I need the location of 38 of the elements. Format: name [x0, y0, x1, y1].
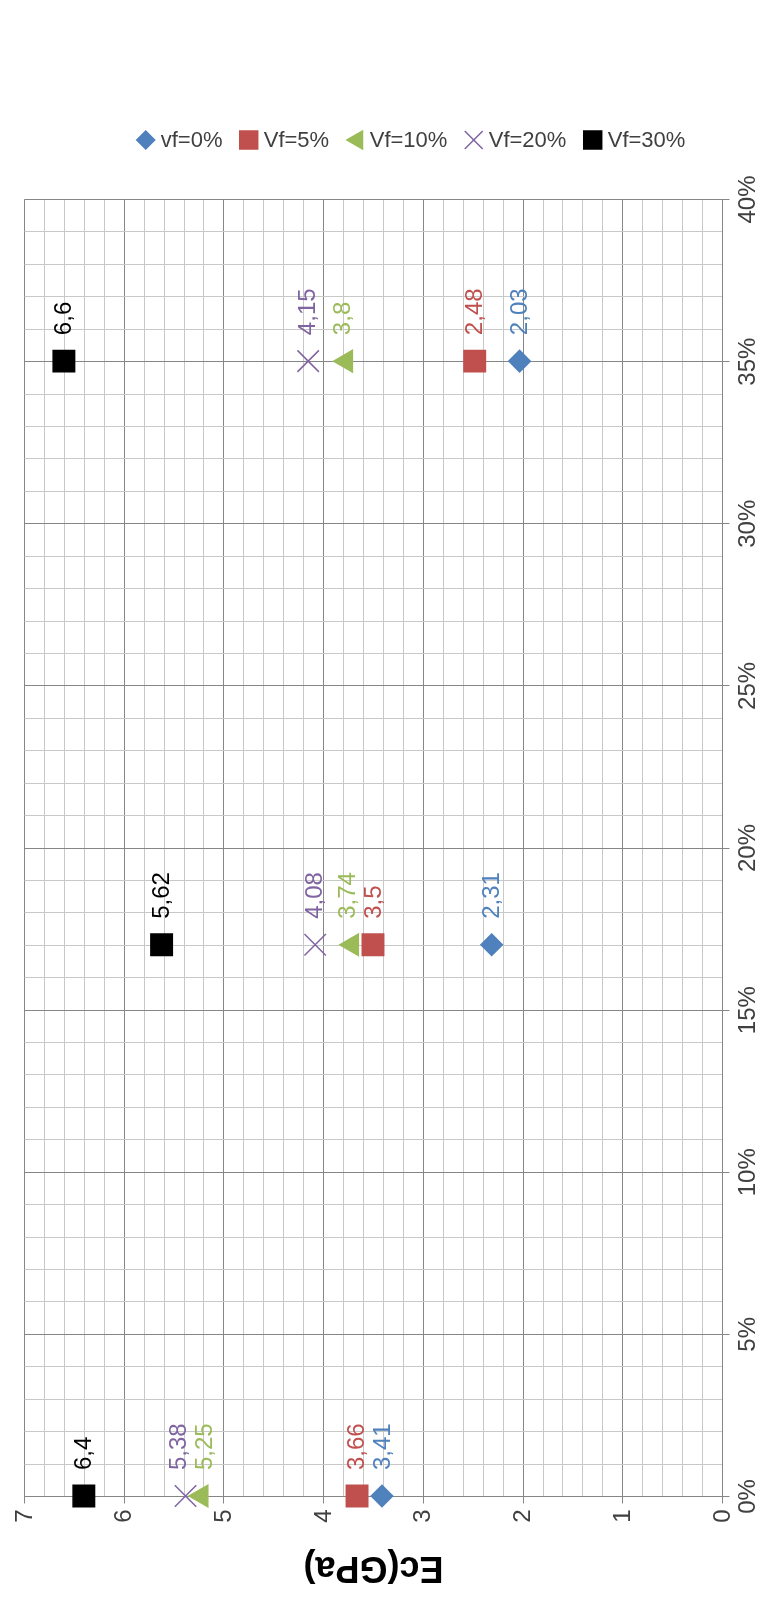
legend-label: Vf=30%	[607, 127, 686, 153]
data-label: 3,66	[341, 1423, 369, 1470]
x-tick-label: 3	[408, 1509, 436, 1523]
y-tick-label: 0%	[732, 1479, 760, 1514]
x-tick-label: 5	[208, 1509, 236, 1523]
data-label: 6,4	[68, 1436, 96, 1470]
data-label: 4,15	[293, 288, 321, 336]
legend-label: Vf=20%	[488, 127, 567, 153]
data-label: 3,8	[328, 301, 356, 336]
y-tick-label: 5%	[732, 1317, 760, 1352]
y-tick-label: 10%	[732, 1148, 760, 1197]
legend-label: Vf=10%	[369, 127, 448, 153]
y-tick-label: 40%	[732, 175, 760, 224]
y-tick-label: 30%	[732, 499, 760, 548]
x-tick-label: 4	[308, 1509, 336, 1523]
y-tick-label: 20%	[732, 823, 760, 873]
x-tick-label: 7	[9, 1509, 37, 1523]
data-label: 3,5	[359, 885, 387, 919]
x-axis-title: Ec(GPa)	[303, 1548, 444, 1590]
y-tick-label: 35%	[732, 337, 760, 386]
data-label: 5,62	[146, 872, 174, 919]
data-label: 2,48	[459, 288, 487, 336]
data-label: 4,08	[300, 872, 328, 919]
data-label: 3,41	[367, 1423, 395, 1470]
y-tick-label: 25%	[732, 661, 760, 710]
legend-label: vf=0%	[160, 127, 223, 153]
x-tick-label: 2	[508, 1509, 536, 1523]
x-tick-label: 0	[707, 1509, 735, 1523]
data-label: 5,25	[190, 1423, 218, 1470]
x-tick-label: 1	[607, 1509, 635, 1523]
data-label: 5,38	[164, 1423, 192, 1470]
legend-label: Vf=5%	[263, 127, 330, 153]
data-label: 2,03	[504, 288, 532, 336]
data-label: 3,74	[333, 872, 361, 919]
y-tick-label: 15%	[732, 986, 760, 1035]
x-tick-label: 6	[109, 1509, 137, 1523]
data-label: 2,31	[476, 872, 504, 919]
data-label: 6,6	[48, 301, 76, 336]
